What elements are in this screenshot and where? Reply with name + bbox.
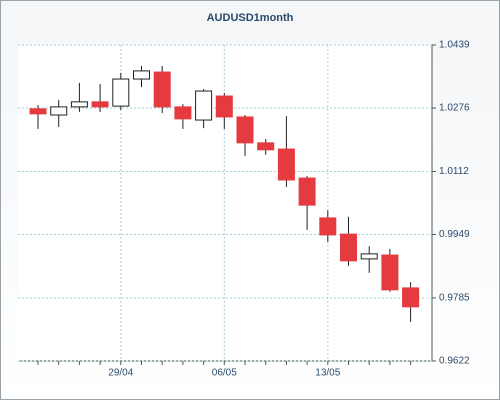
y-tick-label: 1.0439	[439, 40, 470, 51]
y-tick-label: 0.9785	[439, 293, 470, 304]
candle-body	[29, 108, 47, 115]
candle-body	[133, 70, 150, 80]
candle-body	[215, 95, 233, 118]
candle-body	[340, 233, 357, 262]
x-tick-label: 29/04	[108, 368, 133, 379]
candle-body	[402, 287, 420, 308]
candle-body	[360, 253, 378, 260]
candle-body	[112, 78, 130, 107]
candle-body	[257, 142, 275, 151]
candle-body	[195, 90, 213, 121]
y-tick-label: 1.0276	[439, 103, 470, 114]
candle-body	[153, 71, 171, 108]
y-tick-label: 1.0112	[439, 166, 469, 177]
candle-body	[298, 177, 316, 206]
candle-body	[319, 217, 337, 236]
candle-body	[277, 148, 295, 181]
candle-body	[50, 106, 68, 116]
candle-body	[70, 101, 88, 108]
candle-body	[91, 101, 109, 108]
plot-area	[18, 45, 432, 361]
chart-title: AUDUSD1month	[207, 12, 294, 24]
x-tick-label: 13/05	[315, 368, 340, 379]
candle-body	[174, 106, 192, 120]
x-tick-label: 06/05	[212, 368, 237, 379]
candle-body	[381, 254, 399, 291]
y-tick-label: 0.9622	[439, 356, 470, 367]
candle-body	[236, 116, 254, 144]
y-tick-label: 0.9949	[439, 229, 470, 240]
